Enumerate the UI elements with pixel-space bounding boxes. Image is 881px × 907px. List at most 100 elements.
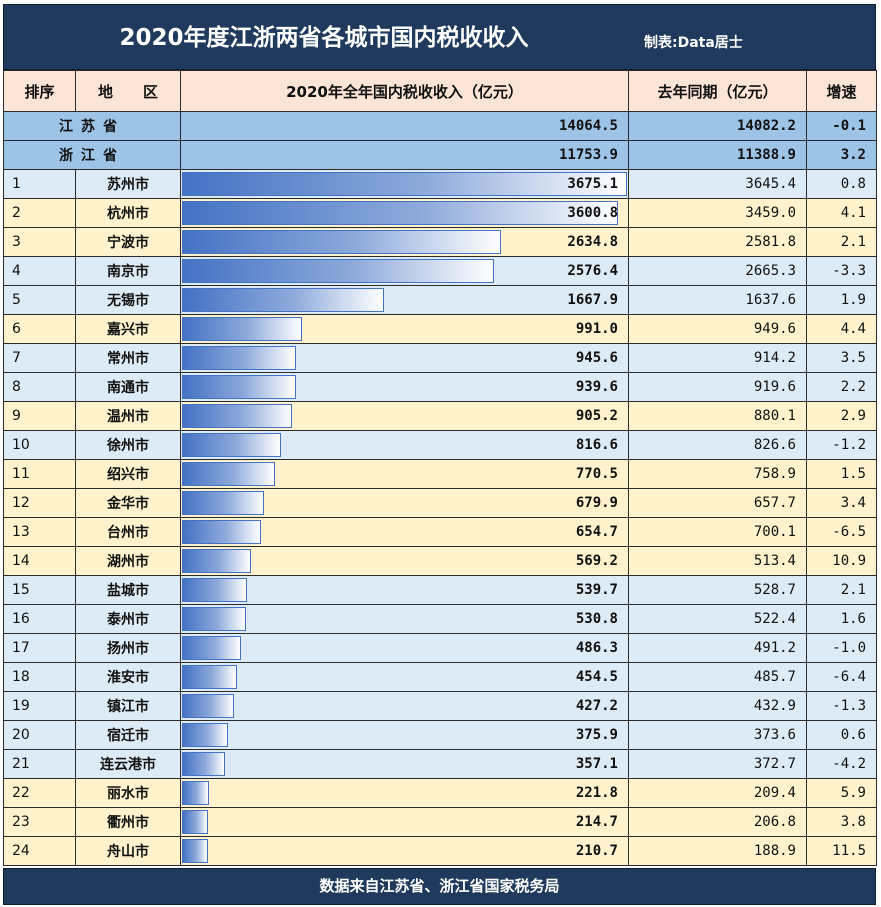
table-row: 12 金华市 679.9 657.7 3.4: [3, 488, 877, 518]
value-label: 375.9: [575, 727, 618, 743]
city-name: 湖州市: [75, 546, 181, 576]
value-label: 1667.9: [567, 292, 618, 308]
table-row: 6 嘉兴市 991.0 949.6 4.4: [3, 314, 877, 344]
city-name: 金华市: [75, 488, 181, 518]
value-bar: [182, 665, 237, 689]
table-row: 5 无锡市 1667.9 1637.6 1.9: [3, 285, 877, 315]
city-name: 丽水市: [75, 778, 181, 808]
value-label: 654.7: [575, 524, 618, 540]
province-value: 14064.5: [558, 118, 618, 134]
prev-value: 700.1: [628, 517, 807, 547]
value-label: 214.7: [575, 814, 618, 830]
city-name: 南京市: [75, 256, 181, 286]
table-row: 2 杭州市 3600.8 3459.0 4.1: [3, 198, 877, 228]
prev-value: 373.6: [628, 720, 807, 750]
value-bar: [182, 723, 228, 747]
growth-value: -6.5: [806, 517, 877, 547]
city-name: 绍兴市: [75, 459, 181, 489]
value-label: 454.5: [575, 669, 618, 685]
value-bar: [182, 752, 225, 776]
growth-value: 10.9: [806, 546, 877, 576]
value-bar: [182, 172, 627, 196]
prev-value: 528.7: [628, 575, 807, 605]
rank-cell: 19: [3, 691, 76, 721]
city-name: 无锡市: [75, 285, 181, 315]
table-row: 20 宿迁市 375.9 373.6 0.6: [3, 720, 877, 750]
prev-value: 758.9: [628, 459, 807, 489]
table-row: 7 常州市 945.6 914.2 3.5: [3, 343, 877, 373]
prev-value: 949.6: [628, 314, 807, 344]
city-name: 徐州市: [75, 430, 181, 460]
tax-table: 排序 地 区 2020年全年国内税收收入（亿元） 去年同期（亿元） 增速 江苏省…: [3, 70, 877, 866]
city-name: 宁波市: [75, 227, 181, 257]
value-bar: [182, 201, 618, 225]
growth-value: 3.8: [806, 807, 877, 837]
table-row: 8 南通市 939.6 919.6 2.2: [3, 372, 877, 402]
prev-value: 657.7: [628, 488, 807, 518]
prev-value: 209.4: [628, 778, 807, 808]
city-name: 嘉兴市: [75, 314, 181, 344]
rank-cell: 24: [3, 836, 76, 866]
growth-value: -1.0: [806, 633, 877, 663]
city-name: 台州市: [75, 517, 181, 547]
value-label: 3675.1: [567, 176, 618, 192]
table-row: 18 淮安市 454.5 485.7 -6.4: [3, 662, 877, 692]
rank-cell: 6: [3, 314, 76, 344]
growth-value: 0.8: [806, 169, 877, 199]
prev-value: 206.8: [628, 807, 807, 837]
city-name: 盐城市: [75, 575, 181, 605]
value-bar: [182, 375, 296, 399]
value-bar: [182, 346, 296, 370]
prev-value: 188.9: [628, 836, 807, 866]
growth-value: 4.1: [806, 198, 877, 228]
value-bar: [182, 433, 281, 457]
city-name: 苏州市: [75, 169, 181, 199]
city-name: 宿迁市: [75, 720, 181, 750]
value-bar: [182, 578, 247, 602]
growth-value: 2.1: [806, 227, 877, 257]
value-label: 486.3: [575, 640, 618, 656]
city-name: 常州市: [75, 343, 181, 373]
growth-value: 3.5: [806, 343, 877, 373]
value-label: 770.5: [575, 466, 618, 482]
city-name: 杭州市: [75, 198, 181, 228]
city-name: 淮安市: [75, 662, 181, 692]
value-bar: [182, 781, 209, 805]
header-rank: 排序: [3, 70, 76, 112]
province-growth: -0.1: [806, 111, 877, 141]
province-row-jiangsu: 江苏省 14064.5 14082.2 -0.1: [3, 111, 877, 141]
value-label: 679.9: [575, 495, 618, 511]
header-prev: 去年同期（亿元）: [628, 70, 807, 112]
rank-cell: 18: [3, 662, 76, 692]
rank-cell: 1: [3, 169, 76, 199]
table-row: 22 丽水市 221.8 209.4 5.9: [3, 778, 877, 808]
table-row: 3 宁波市 2634.8 2581.8 2.1: [3, 227, 877, 257]
prev-value: 2665.3: [628, 256, 807, 286]
city-name: 舟山市: [75, 836, 181, 866]
page-title: 2020年度江浙两省各城市国内税收收入: [119, 25, 529, 51]
header-value: 2020年全年国内税收收入（亿元）: [180, 70, 629, 112]
title-bar: 2020年度江浙两省各城市国内税收收入 制表:Data居士: [3, 4, 876, 70]
province-prev: 11388.9: [628, 140, 807, 170]
rank-cell: 22: [3, 778, 76, 808]
rank-cell: 8: [3, 372, 76, 402]
table-row: 16 泰州市 530.8 522.4 1.6: [3, 604, 877, 634]
growth-value: 1.9: [806, 285, 877, 315]
value-label: 905.2: [575, 408, 618, 424]
growth-value: -1.3: [806, 691, 877, 721]
prev-value: 914.2: [628, 343, 807, 373]
value-label: 539.7: [575, 582, 618, 598]
city-name: 镇江市: [75, 691, 181, 721]
growth-value: 2.9: [806, 401, 877, 431]
table-row: 17 扬州市 486.3 491.2 -1.0: [3, 633, 877, 663]
table-row: 9 温州市 905.2 880.1 2.9: [3, 401, 877, 431]
value-bar: [182, 839, 208, 863]
value-bar: [182, 404, 292, 428]
rank-cell: 9: [3, 401, 76, 431]
province-name: 浙江省: [3, 140, 181, 170]
growth-value: 11.5: [806, 836, 877, 866]
value-bar: [182, 810, 208, 834]
value-bar: [182, 636, 241, 660]
prev-value: 522.4: [628, 604, 807, 634]
growth-value: 2.1: [806, 575, 877, 605]
